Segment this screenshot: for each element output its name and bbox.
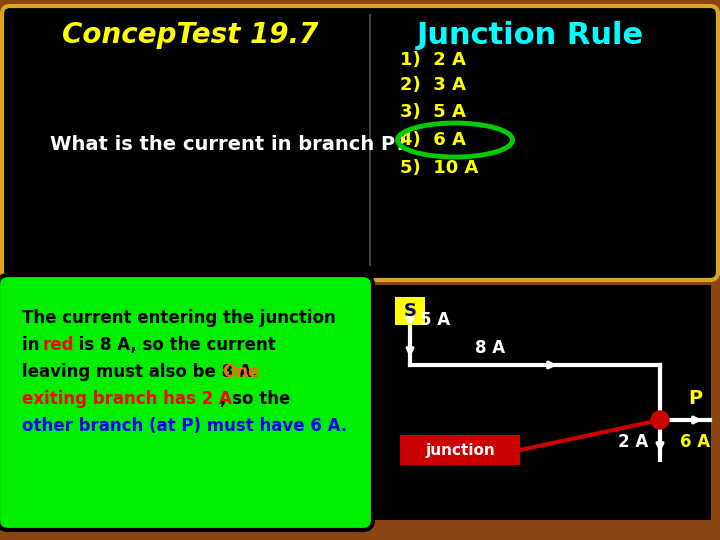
Text: 3)  5 A: 3) 5 A (400, 103, 466, 121)
Text: S: S (403, 302, 416, 320)
Text: The current entering the junction: The current entering the junction (22, 309, 336, 327)
Text: Junction Rule: Junction Rule (416, 21, 644, 50)
Text: 6 A: 6 A (680, 433, 710, 451)
Text: 4)  6 A: 4) 6 A (400, 131, 466, 149)
Text: What is the current in branch P?: What is the current in branch P? (50, 136, 407, 154)
Bar (395, 297, 425, 325)
Text: 1)  2 A: 1) 2 A (400, 51, 466, 69)
Text: 5 A: 5 A (420, 311, 450, 329)
Text: in: in (22, 336, 45, 354)
Bar (373, 285, 711, 520)
Text: 2)  3 A: 2) 3 A (400, 76, 466, 94)
Text: leaving must also be 8 A.: leaving must also be 8 A. (22, 363, 270, 381)
Bar (400, 435, 520, 465)
Text: 8 A: 8 A (475, 339, 505, 357)
Text: P: P (688, 388, 702, 408)
FancyBboxPatch shape (2, 6, 718, 280)
Text: 5)  10 A: 5) 10 A (400, 159, 478, 177)
Text: 2 A: 2 A (618, 433, 648, 451)
Text: red: red (43, 336, 74, 354)
Text: exiting branch has 2 A: exiting branch has 2 A (22, 390, 232, 408)
Text: ConcepTest 19.7: ConcepTest 19.7 (62, 21, 318, 49)
Text: is 8 A, so the current: is 8 A, so the current (73, 336, 276, 354)
Text: other branch (at P) must have 6 A.: other branch (at P) must have 6 A. (22, 417, 347, 435)
Text: junction: junction (425, 442, 495, 457)
Text: , so the: , so the (220, 390, 290, 408)
Text: One: One (222, 363, 259, 381)
Circle shape (651, 411, 669, 429)
FancyBboxPatch shape (0, 275, 373, 530)
